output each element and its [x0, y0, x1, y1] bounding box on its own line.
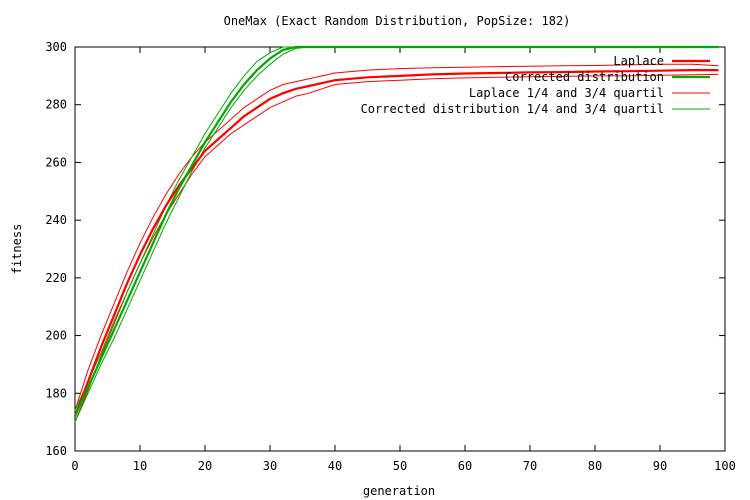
laplace-1-4-and-3-4-quartil-lower-line: [74, 73, 719, 423]
x-tick-label: 90: [653, 459, 667, 473]
laplace-line: [73, 69, 719, 417]
y-tick-label: 160: [45, 444, 67, 458]
x-tick-label: 30: [263, 459, 277, 473]
y-axis-label: fitness: [10, 224, 24, 275]
legend-label: Corrected distribution: [505, 70, 664, 84]
laplace-1-4-and-3-4-quartil-upper-line: [74, 63, 719, 411]
x-tick-label: 60: [458, 459, 472, 473]
legend-label: Laplace: [613, 54, 664, 68]
y-tick-label: 220: [45, 271, 67, 285]
legend-label: Laplace 1/4 and 3/4 quartil: [469, 86, 664, 100]
x-tick-label: 40: [328, 459, 342, 473]
x-tick-label: 70: [523, 459, 537, 473]
y-tick-label: 300: [45, 40, 67, 54]
x-axis-label: generation: [363, 484, 435, 498]
x-tick-label: 50: [393, 459, 407, 473]
x-tick-label: 0: [71, 459, 78, 473]
legend: Laplace Corrected distribution Laplace 1/4…: [361, 54, 710, 116]
x-tick-label: 20: [198, 459, 212, 473]
x-tick-label: 100: [714, 459, 736, 473]
legend-label: Corrected distribution 1/4 and 3/4 quart…: [361, 102, 664, 116]
corrected-distribution-line: [73, 45, 719, 417]
plot-area: 0 10 20 30 40 50 60 70 80 90 100 160 180 200 220 240 260…: [45, 40, 736, 473]
y-tick-label: 280: [45, 98, 67, 112]
y-tick-label: 260: [45, 155, 67, 169]
x-tick-label: 10: [133, 459, 147, 473]
y-tick-label: 180: [45, 386, 67, 400]
y-tick-label: 240: [45, 213, 67, 227]
y-tick-label: 200: [45, 329, 67, 343]
x-tick-label: 80: [588, 459, 602, 473]
chart-title: OneMax (Exact Random Distribution, PopSi…: [224, 14, 571, 28]
